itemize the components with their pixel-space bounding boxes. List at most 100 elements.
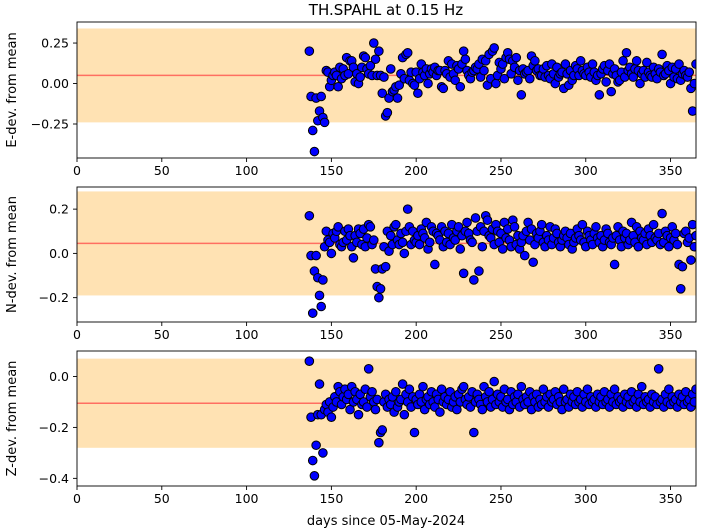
data-point-n (509, 222, 520, 232)
data-point-n (497, 244, 508, 254)
data-point-n (528, 257, 538, 268)
x-tick-label-z: 50 (154, 491, 170, 506)
data-point-e (601, 77, 611, 87)
data-point-n (474, 266, 484, 276)
data-point-e (413, 88, 423, 99)
data-point-e (587, 59, 598, 69)
data-point-e (491, 78, 501, 89)
data-point-e (635, 78, 645, 89)
data-point-n (591, 222, 601, 232)
data-point-e (657, 49, 667, 60)
data-point-n (414, 239, 425, 250)
data-point-e (560, 59, 571, 69)
data-point-e (355, 72, 366, 82)
data-point-n (402, 204, 413, 214)
x-tick-label-e: 150 (319, 163, 343, 178)
data-point-e (377, 88, 388, 99)
x-tick-label-e: 0 (73, 163, 81, 178)
y-tick-label-z: 0.0 (49, 369, 69, 384)
data-point-n (687, 219, 696, 230)
data-point-n (675, 284, 686, 294)
data-point-z (399, 409, 410, 420)
data-point-e (594, 90, 605, 100)
data-point-e (316, 91, 327, 102)
data-point-z (367, 386, 377, 397)
data-point-n (689, 241, 696, 252)
points-z (304, 356, 696, 481)
data-point-n (304, 210, 315, 221)
data-point-e (307, 125, 318, 136)
data-point-e (674, 59, 684, 69)
y-tick-label-z: −0.2 (39, 420, 69, 435)
data-point-z (370, 404, 381, 415)
data-point-z (516, 381, 527, 392)
data-point-e (402, 47, 413, 58)
data-point-n (430, 259, 440, 270)
data-point-e (455, 81, 466, 92)
y-tick-label-n: 0.0 (49, 246, 69, 261)
data-point-z (307, 455, 318, 466)
x-tick-label-e: 250 (489, 163, 513, 178)
data-point-e (530, 56, 540, 66)
data-point-z (391, 386, 401, 397)
data-point-z (362, 402, 372, 412)
data-point-e (691, 59, 696, 69)
data-point-e (642, 57, 652, 68)
data-point-e (385, 64, 396, 74)
data-point-z (689, 397, 696, 407)
data-point-n (399, 248, 410, 259)
data-point-z (489, 376, 499, 387)
x-tick-label-n: 50 (154, 327, 170, 342)
data-point-e (525, 73, 535, 84)
data-point-n (469, 275, 479, 285)
points-n (304, 204, 696, 318)
data-point-z (318, 448, 328, 458)
x-tick-label-e: 50 (154, 163, 170, 178)
data-point-n (380, 261, 391, 272)
data-point-z (636, 381, 647, 392)
data-point-e (631, 56, 642, 66)
data-point-e (309, 146, 320, 157)
data-point-e (499, 73, 510, 84)
data-point-e (394, 80, 405, 90)
data-point-z (418, 381, 428, 392)
data-point-n (374, 292, 384, 303)
x-tick-label-e: 350 (659, 163, 683, 178)
axes-frame-n (76, 186, 697, 323)
data-point-n (648, 219, 659, 230)
data-point-n (467, 237, 477, 248)
data-point-z (653, 364, 664, 374)
data-point-e (333, 81, 343, 92)
data-point-e (374, 46, 384, 56)
data-point-e (409, 80, 420, 90)
x-tick-label-n: 250 (489, 327, 513, 342)
panel-z: 0 50 100 150 200 250 300 350 0.0 −0.2 −0.4 Z-dev. f… (5, 350, 697, 506)
y-tick-label-e: 0.25 (41, 36, 69, 51)
data-point-n (424, 237, 435, 248)
data-point-n (365, 222, 376, 232)
data-point-n (458, 268, 469, 279)
data-point-e (450, 75, 460, 86)
y-tick-label-e: −0.25 (31, 117, 69, 132)
data-point-e (360, 52, 371, 63)
x-tick-label-n: 200 (404, 327, 428, 342)
x-tick-label-z: 350 (659, 491, 683, 506)
data-point-n (670, 228, 681, 239)
data-point-e (689, 78, 696, 89)
y-axis-label-n: N-dev. from mean (5, 196, 20, 313)
data-point-z (353, 409, 364, 420)
data-point-e (618, 56, 628, 66)
data-point-z (558, 384, 569, 395)
data-point-z (435, 407, 445, 417)
x-tick-label-e: 200 (404, 163, 428, 178)
x-tick-label-z: 0 (73, 491, 81, 506)
data-point-z (409, 427, 420, 438)
data-point-e (513, 75, 523, 86)
data-point-z (309, 471, 320, 481)
data-point-n (477, 241, 488, 252)
data-point-e (370, 54, 381, 65)
data-point-z (469, 427, 479, 438)
data-point-e (438, 83, 449, 94)
data-point-e (319, 117, 330, 128)
